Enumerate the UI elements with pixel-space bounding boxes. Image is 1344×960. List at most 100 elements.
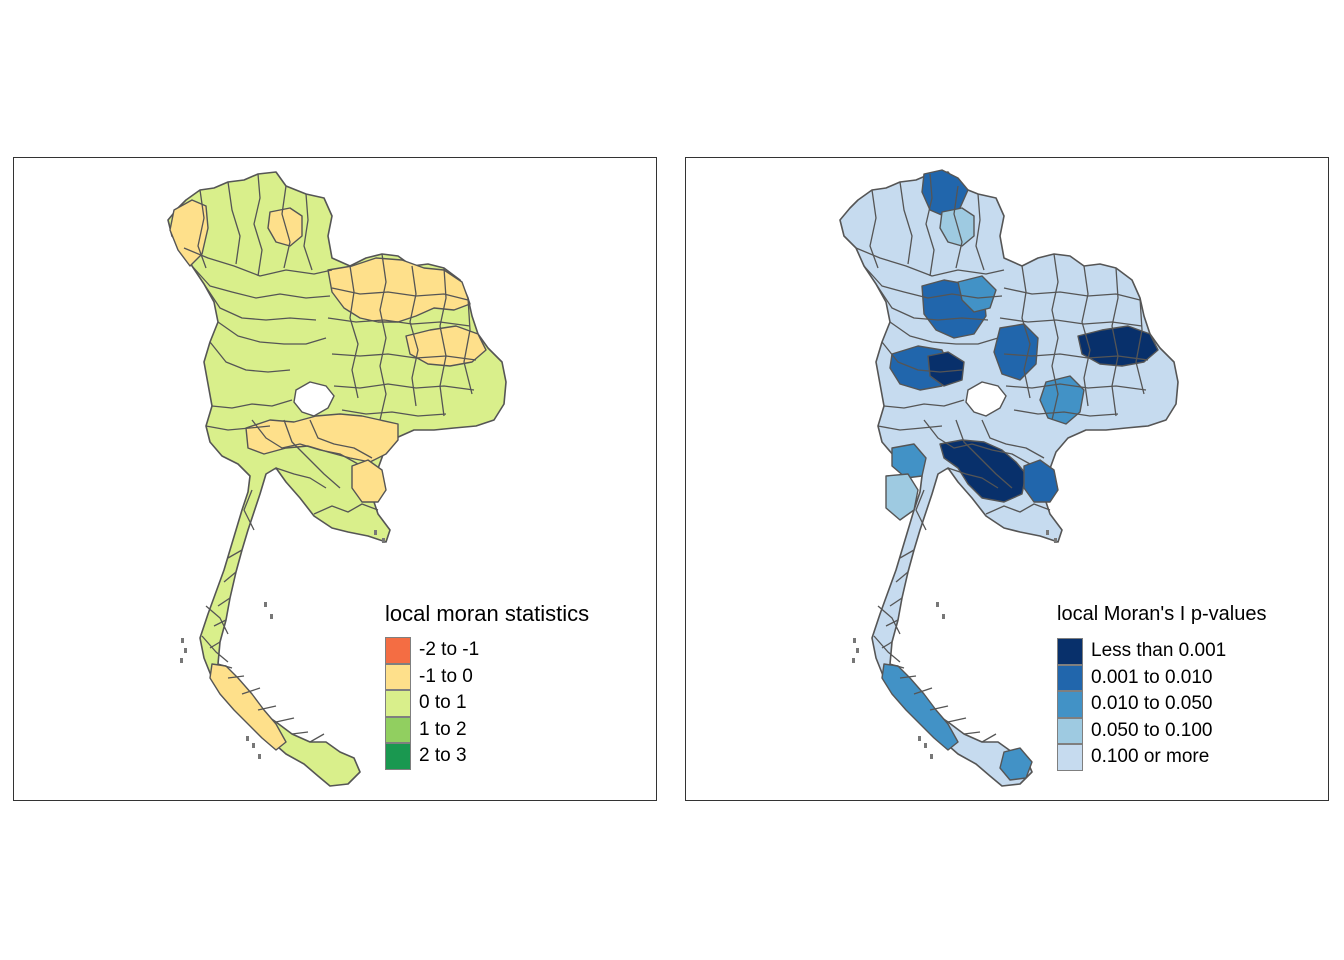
province-border <box>873 635 901 663</box>
province-border <box>1003 353 1149 361</box>
province-border <box>309 419 373 459</box>
province-border <box>211 399 293 409</box>
island <box>252 743 255 748</box>
province-border <box>227 549 243 559</box>
province-south-west <box>209 663 287 751</box>
legend-swatch <box>1057 664 1083 691</box>
legend-item: 2 to 3 <box>385 743 589 770</box>
province-border <box>899 675 917 679</box>
province-border <box>205 425 271 431</box>
province-border <box>1135 297 1145 395</box>
island <box>856 648 859 653</box>
legend-label: 0.010 to 0.050 <box>1091 693 1213 715</box>
island <box>924 743 927 748</box>
province-border <box>275 717 295 723</box>
province-border <box>217 321 327 345</box>
province-border <box>201 635 229 663</box>
province-lower-north-dark <box>927 351 965 387</box>
province-border <box>205 605 229 635</box>
province-border <box>1005 383 1147 391</box>
province-border <box>885 619 899 627</box>
island <box>930 754 933 759</box>
province-border <box>899 549 915 559</box>
island <box>184 648 187 653</box>
province-border <box>275 467 327 489</box>
province-northeast-south <box>1039 375 1085 425</box>
legend-swatch <box>1057 717 1083 744</box>
province-border <box>331 353 477 361</box>
island <box>246 736 249 741</box>
legend-item: 1 to 2 <box>385 716 589 743</box>
province-central-belt <box>245 413 399 463</box>
province-border <box>889 663 905 669</box>
province-border <box>1051 253 1059 421</box>
legend-item: Less than 0.001 <box>1057 638 1266 665</box>
province-border <box>955 419 1013 489</box>
province-border <box>881 341 963 373</box>
island <box>180 658 183 663</box>
island <box>270 614 273 619</box>
province-border <box>915 489 927 531</box>
legend-swatch <box>385 743 411 770</box>
island <box>258 754 261 759</box>
province-border <box>975 193 985 271</box>
province-border <box>895 571 909 583</box>
legend-items: -2 to -1 -1 to 0 0 to 1 1 to 2 2 to 3 <box>385 637 589 770</box>
province-border <box>1111 267 1119 417</box>
province-border <box>197 189 207 269</box>
legend-label: Less than 0.001 <box>1091 640 1227 662</box>
gulf-water <box>293 381 335 417</box>
island <box>181 638 184 643</box>
province-border <box>313 503 379 515</box>
island <box>264 602 267 607</box>
province-border <box>883 399 965 409</box>
province-border <box>1021 265 1031 399</box>
legend-label: 1 to 2 <box>419 718 467 740</box>
province-border <box>889 321 999 345</box>
island <box>853 638 856 643</box>
legend-swatch <box>1057 691 1083 718</box>
legend-label: 0.001 to 0.010 <box>1091 666 1213 688</box>
map-panel-local-morans-i-p-values: local Moran's I p-values Less than 0.001… <box>685 157 1329 801</box>
province-south-west <box>881 663 959 751</box>
legend-title: local moran statistics <box>385 601 590 626</box>
province-east-coast <box>1023 459 1059 503</box>
province-north-center-small <box>267 207 303 247</box>
thailand-map-p-values <box>839 169 1179 787</box>
legend-swatch <box>385 690 411 717</box>
province-border <box>889 597 903 607</box>
province-bangkok-area <box>939 439 1027 503</box>
province-upper-central-2 <box>957 275 997 313</box>
province-border <box>379 253 387 421</box>
legend-item: 0.100 or more <box>1057 744 1266 771</box>
legend-local-moran-statistics: local moran statistics -2 to -1 -1 to 0 0 … <box>385 601 589 770</box>
legend-items: Less than 0.001 0.001 to 0.010 0.010 to 0.… <box>1057 638 1266 771</box>
legend-swatch <box>385 663 411 690</box>
legend-local-morans-i-p-values: local Moran's I p-values Less than 0.001… <box>1057 603 1266 771</box>
province-highlights <box>169 199 487 751</box>
island <box>942 614 945 619</box>
province-border <box>191 265 331 299</box>
province-border <box>899 181 913 265</box>
province-border <box>253 173 263 277</box>
province-border <box>947 467 999 489</box>
province-border <box>223 571 237 583</box>
province-northeast-center <box>993 323 1039 381</box>
legend-swatch <box>1057 638 1083 665</box>
legend-item: 0.001 to 0.010 <box>1057 664 1266 691</box>
province-south-tip <box>999 747 1033 781</box>
legend-item: 0 to 1 <box>385 690 589 717</box>
province-border <box>217 597 231 607</box>
legend-item: -2 to -1 <box>385 637 589 664</box>
province-border <box>331 287 469 301</box>
province-border <box>243 489 255 531</box>
province-border <box>341 409 447 417</box>
province-border <box>1081 265 1091 407</box>
province-border <box>1003 287 1141 301</box>
legend-label: 0 to 1 <box>419 692 467 714</box>
gulf-water <box>965 381 1007 417</box>
province-border <box>327 317 471 327</box>
province-northeast-east <box>1077 325 1159 367</box>
province-north-west-small <box>169 199 209 267</box>
island <box>382 538 385 543</box>
